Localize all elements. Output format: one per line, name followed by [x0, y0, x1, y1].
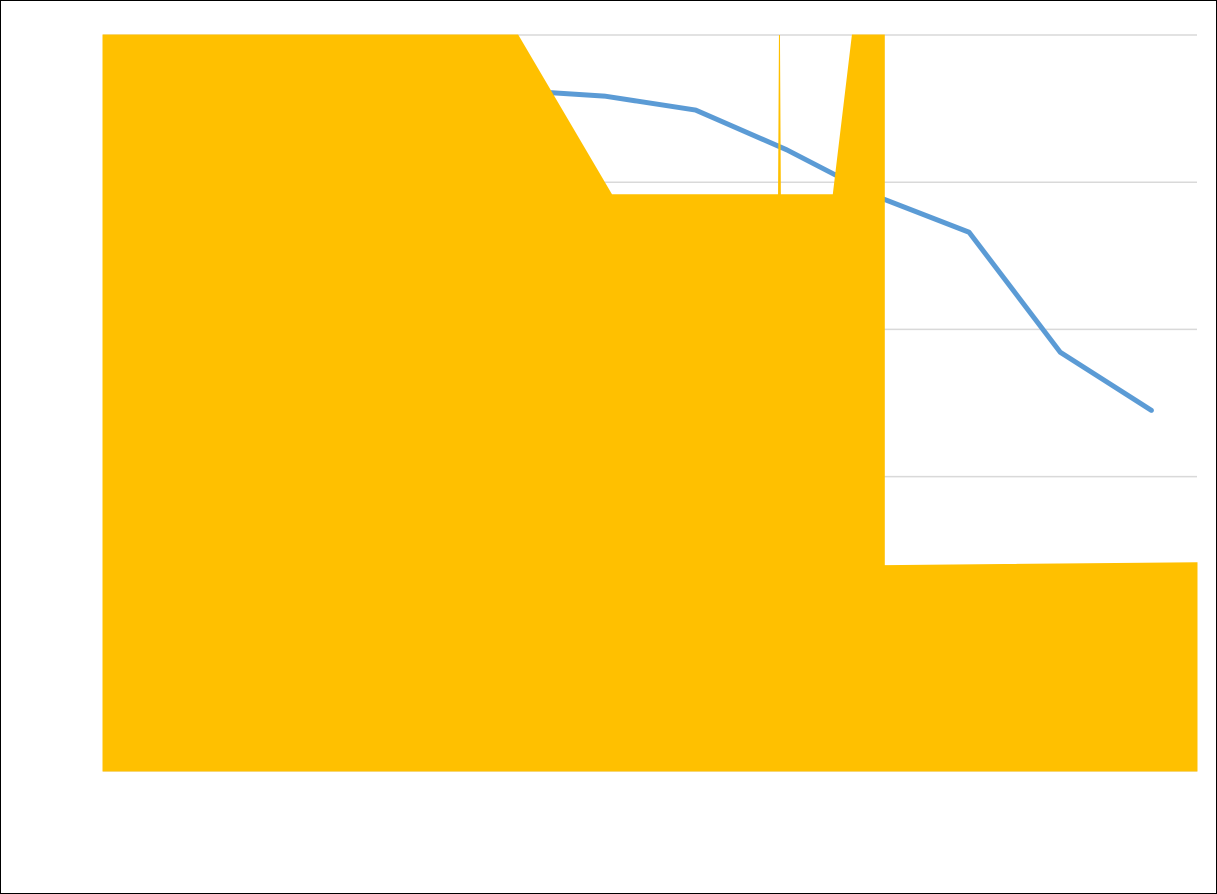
area-series: [102, 34, 1198, 772]
